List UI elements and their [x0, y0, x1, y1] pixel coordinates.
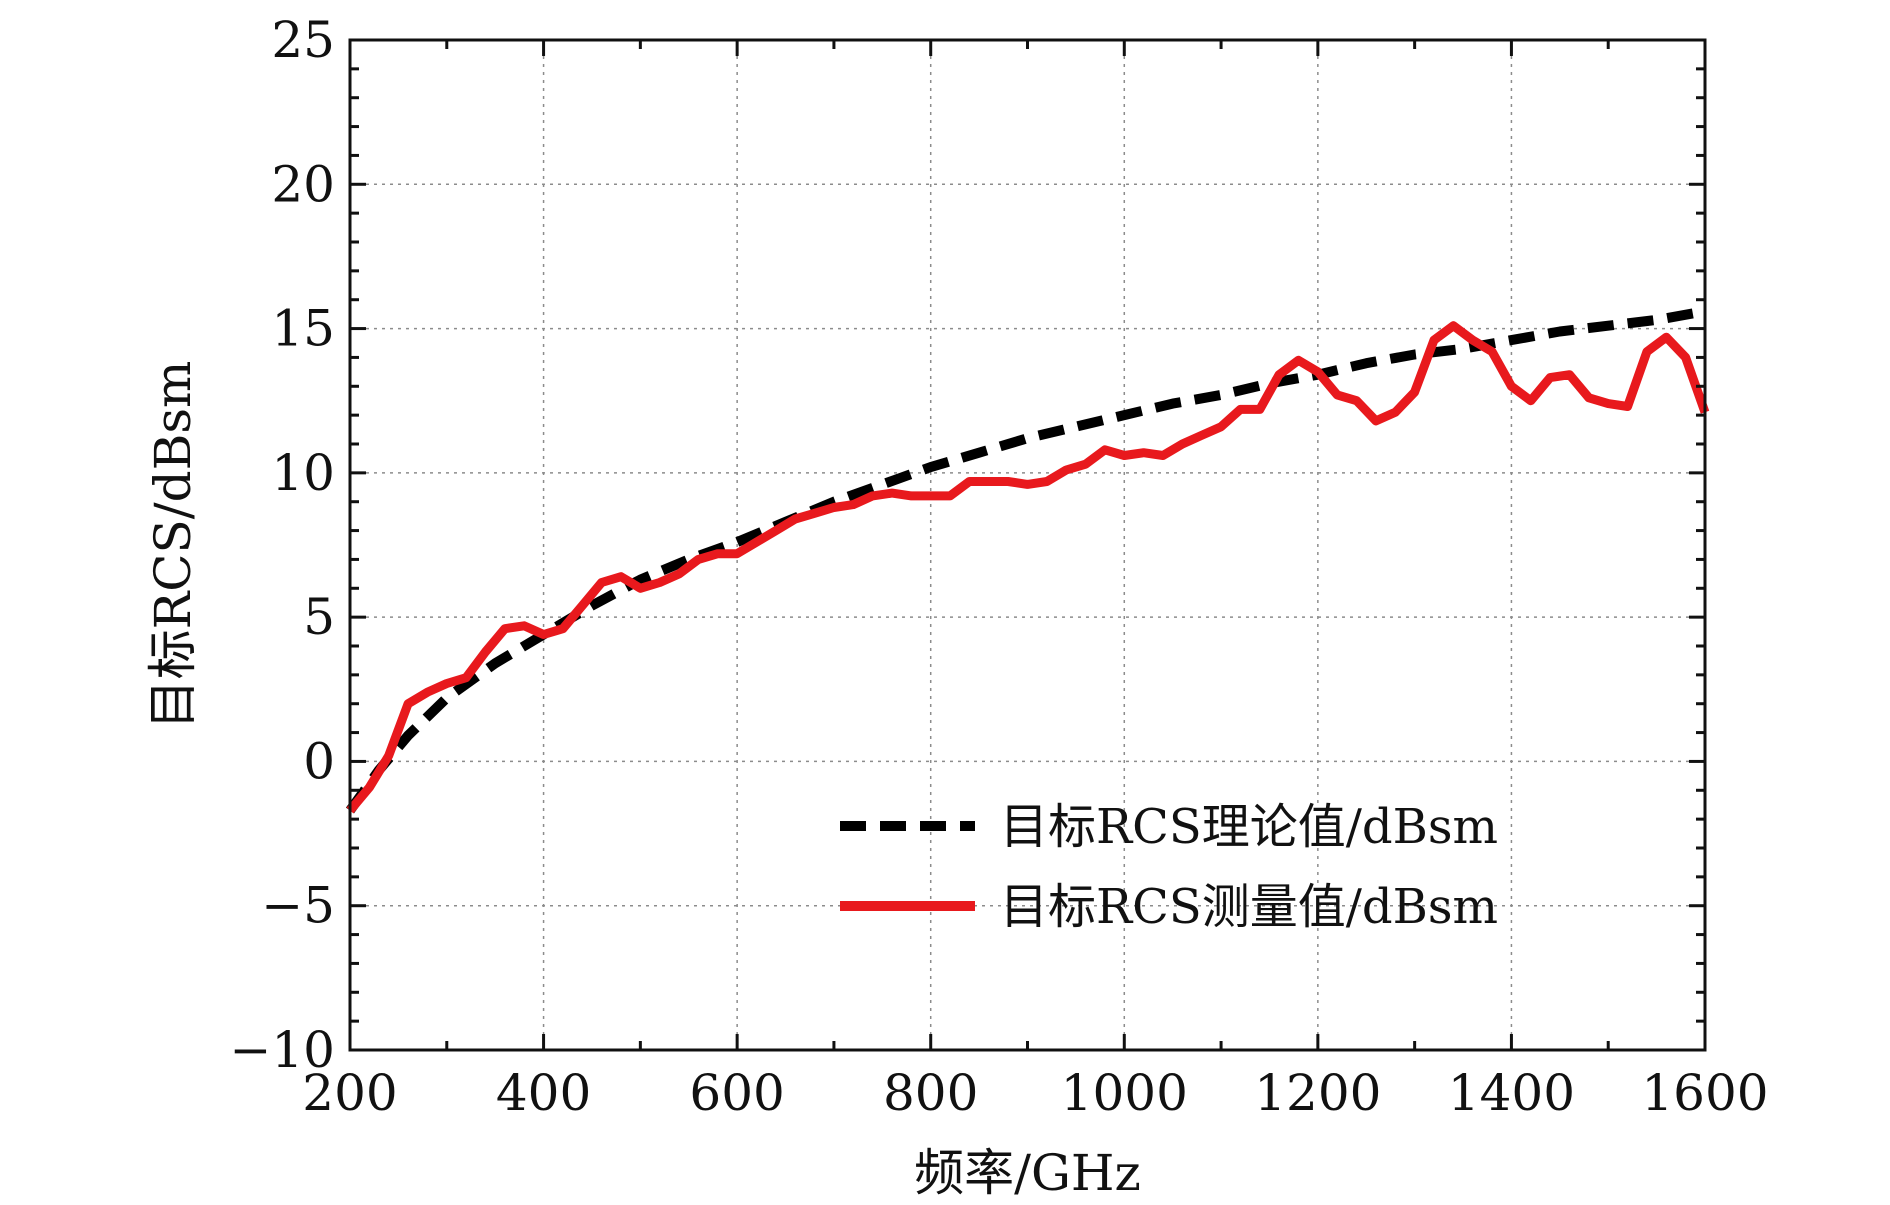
y-tick-label: 15	[271, 300, 335, 358]
x-tick-label: 800	[883, 1064, 978, 1122]
y-tick-label: 25	[271, 11, 335, 69]
series-line-measured	[346, 321, 1710, 814]
y-axis-title: 目标RCS/dBsm	[144, 361, 202, 730]
series-layer	[345, 306, 1710, 814]
legend-label-theory: 目标RCS理论值/dBsm	[1000, 799, 1498, 855]
grid-lines	[350, 40, 1705, 1050]
y-tick-label: 5	[303, 588, 335, 646]
x-tick-label: 1200	[1254, 1064, 1381, 1122]
y-tick-label: −5	[261, 877, 335, 935]
y-tick-label: −10	[229, 1021, 335, 1079]
legend: 目标RCS理论值/dBsm 目标RCS测量值/dBsm	[840, 799, 1498, 935]
axis-ticks	[348, 38, 1707, 1052]
x-tick-label: 600	[689, 1064, 784, 1122]
x-tick-label: 1600	[1641, 1064, 1768, 1122]
x-tick-label: 1400	[1448, 1064, 1575, 1122]
x-axis-title: 频率/GHz	[914, 1144, 1141, 1202]
y-tick-label: 10	[271, 444, 335, 502]
x-axis-tick-labels: 200 400 600 800 1000 1200 1400 1600	[302, 1064, 1768, 1122]
series-line-theory	[345, 306, 1706, 814]
x-tick-label: 200	[302, 1064, 397, 1122]
x-tick-label: 400	[496, 1064, 591, 1122]
legend-label-measured: 目标RCS测量值/dBsm	[1000, 879, 1498, 935]
y-axis-tick-labels: −10 −5 0 5 10 15 20 25	[229, 11, 335, 1079]
y-tick-label: 0	[303, 732, 335, 790]
y-tick-label: 20	[271, 155, 335, 213]
x-tick-label: 1000	[1061, 1064, 1188, 1122]
